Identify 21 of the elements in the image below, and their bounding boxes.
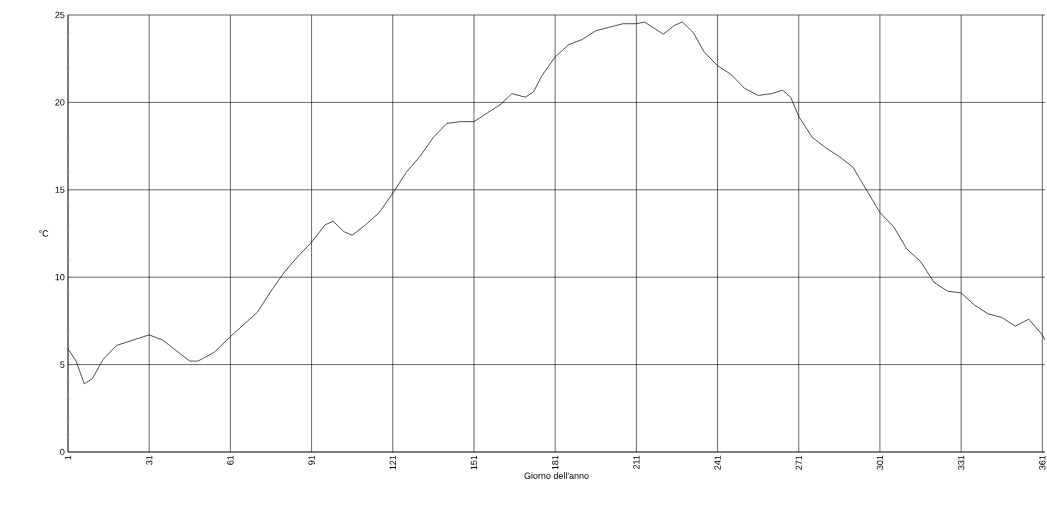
x-tick-label: 271 <box>795 455 802 470</box>
y-tick-label: 20 <box>55 99 65 106</box>
y-tick-label: 25 <box>55 11 65 19</box>
x-tick-label: 241 <box>714 455 721 470</box>
y-tick-label: 5 <box>60 361 65 368</box>
x-tick-label: 331 <box>957 455 965 470</box>
x-tick-label: 121 <box>389 455 396 470</box>
y-tick-label: 0 <box>60 448 65 456</box>
x-tick-label: 151 <box>470 455 478 470</box>
x-tick-label: 91 <box>308 455 315 465</box>
x-tick-label: 181 <box>551 455 559 470</box>
x-tick-label: 301 <box>876 455 884 470</box>
y-tick-label: 10 <box>55 274 65 281</box>
x-tick-label: 61 <box>227 455 234 465</box>
y-tick-label: 15 <box>55 186 65 193</box>
x-axis-title: Giorno dell'anno <box>524 472 589 479</box>
x-tick-label: 361 <box>1039 455 1046 470</box>
x-tick-label: 1 <box>64 455 72 460</box>
y-axis-title: °C <box>39 230 49 237</box>
x-tick-label: 31 <box>146 455 153 465</box>
x-tick-label: 211 <box>633 455 640 470</box>
